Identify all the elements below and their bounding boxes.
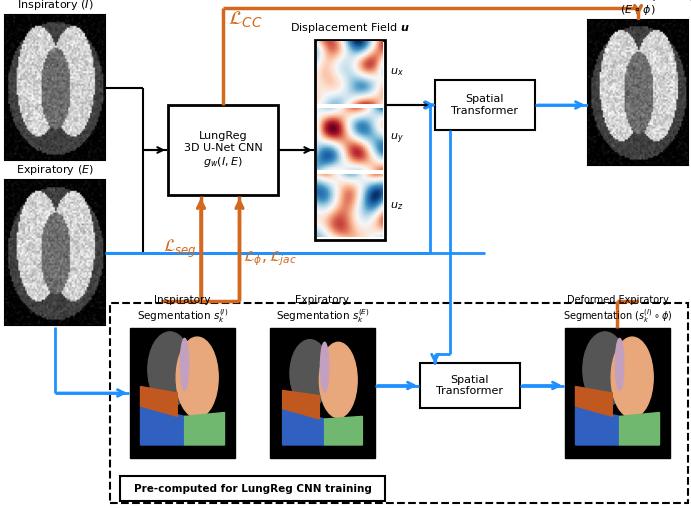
FancyBboxPatch shape [420, 363, 520, 408]
Text: $\mathcal{L}_{\phi}, \mathcal{L}_{jac}$: $\mathcal{L}_{\phi}, \mathcal{L}_{jac}$ [243, 250, 297, 268]
Text: $u_y$: $u_y$ [390, 132, 404, 146]
Text: Deformed Expiratory
$(E \circ \phi)$: Deformed Expiratory $(E \circ \phi)$ [580, 0, 691, 17]
Text: $u_x$: $u_x$ [390, 67, 404, 78]
Text: $u_z$: $u_z$ [390, 200, 404, 211]
FancyBboxPatch shape [120, 476, 385, 501]
Text: Inspiratory
Segmentation $s_k^{(I)}$: Inspiratory Segmentation $s_k^{(I)}$ [137, 295, 228, 325]
FancyBboxPatch shape [270, 328, 375, 458]
Text: $\mathcal{L}_{CC}$: $\mathcal{L}_{CC}$ [228, 10, 263, 30]
FancyBboxPatch shape [168, 105, 278, 195]
Text: Expiratory $(E)$: Expiratory $(E)$ [16, 163, 94, 177]
FancyBboxPatch shape [588, 20, 688, 165]
FancyBboxPatch shape [315, 40, 385, 240]
Text: Displacement Field $\boldsymbol{u}$: Displacement Field $\boldsymbol{u}$ [290, 21, 410, 35]
FancyBboxPatch shape [435, 80, 535, 130]
FancyBboxPatch shape [5, 180, 105, 325]
FancyBboxPatch shape [110, 303, 688, 503]
Text: Inspiratory $(I)$: Inspiratory $(I)$ [17, 0, 93, 12]
Text: Spatial
Transformer: Spatial Transformer [437, 375, 504, 396]
Text: Spatial
Transformer: Spatial Transformer [451, 94, 518, 116]
FancyBboxPatch shape [130, 328, 235, 458]
Text: Deformed Expiratory
Segmentation $(s_k^{(I)} \circ \phi)$: Deformed Expiratory Segmentation $(s_k^{… [562, 295, 672, 325]
FancyBboxPatch shape [5, 15, 105, 160]
Text: Pre-computed for LungReg CNN training: Pre-computed for LungReg CNN training [133, 484, 372, 493]
Text: LungReg
3D U-Net CNN
$g_w(I, E)$: LungReg 3D U-Net CNN $g_w(I, E)$ [184, 131, 263, 169]
Text: Expiratory
Segmentation $s_k^{(E)}$: Expiratory Segmentation $s_k^{(E)}$ [276, 295, 370, 325]
FancyBboxPatch shape [565, 328, 670, 458]
Text: $\mathcal{L}_{seg}$: $\mathcal{L}_{seg}$ [163, 238, 197, 260]
